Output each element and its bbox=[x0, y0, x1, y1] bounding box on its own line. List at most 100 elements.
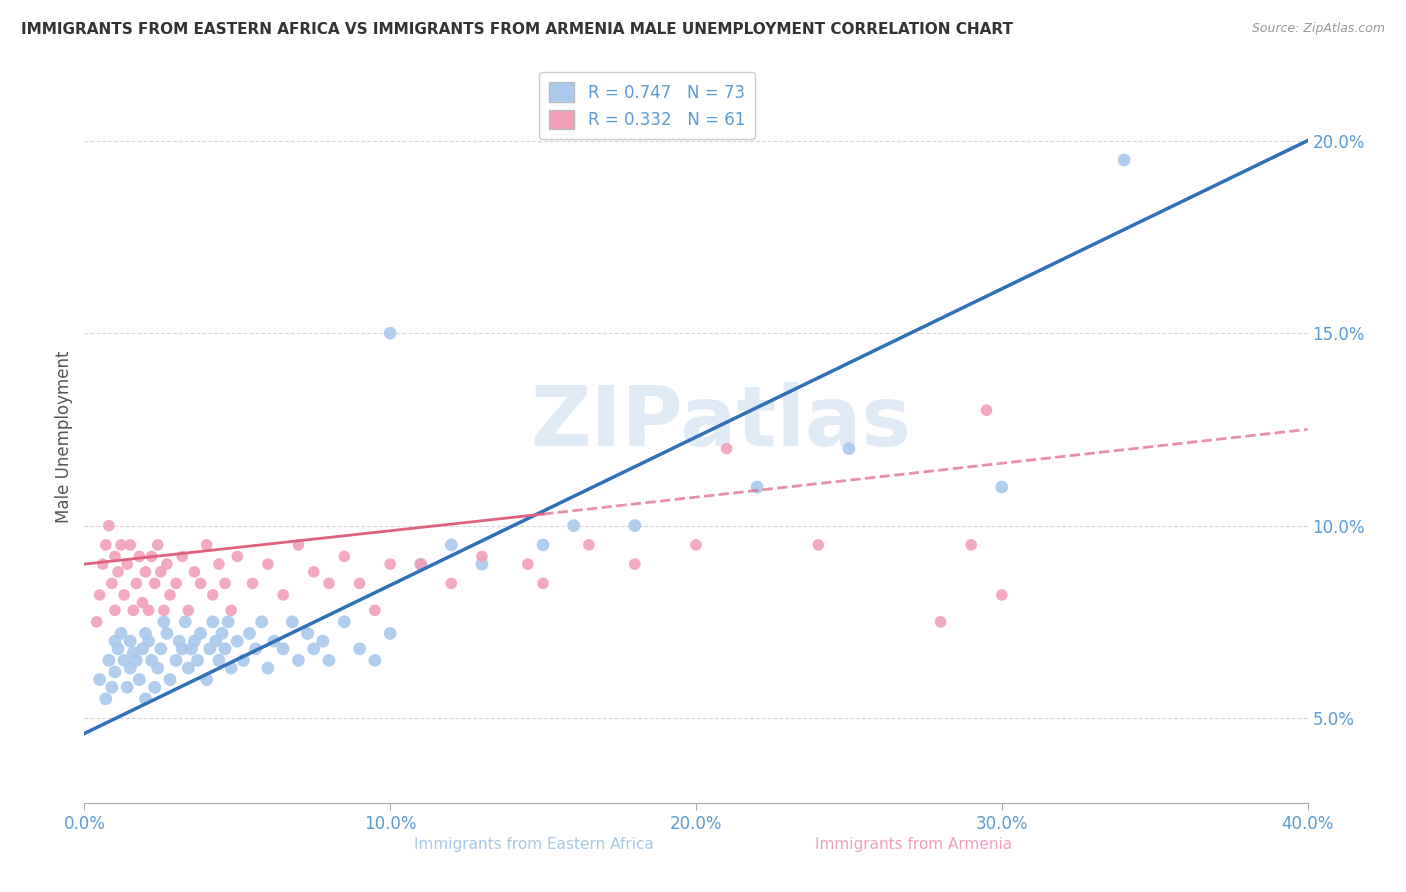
Legend: R = 0.747   N = 73, R = 0.332   N = 61: R = 0.747 N = 73, R = 0.332 N = 61 bbox=[538, 72, 755, 139]
Point bbox=[156, 626, 179, 640]
Point bbox=[153, 615, 176, 629]
Point bbox=[143, 576, 166, 591]
Point bbox=[214, 576, 236, 591]
Point bbox=[107, 641, 129, 656]
Point bbox=[174, 615, 197, 629]
Point bbox=[245, 641, 267, 656]
Point bbox=[297, 626, 319, 640]
Point bbox=[143, 681, 166, 695]
Point bbox=[141, 653, 163, 667]
Point bbox=[471, 549, 494, 564]
Point bbox=[287, 538, 309, 552]
Point bbox=[149, 565, 172, 579]
Point bbox=[516, 557, 538, 571]
Point bbox=[149, 641, 172, 656]
Text: Immigrants from Armenia: Immigrants from Armenia bbox=[815, 837, 1012, 852]
Point bbox=[186, 653, 208, 667]
Point bbox=[380, 557, 402, 571]
Point bbox=[195, 673, 218, 687]
Point bbox=[747, 480, 769, 494]
Point bbox=[271, 588, 294, 602]
Point bbox=[219, 661, 242, 675]
Point bbox=[409, 557, 432, 571]
Point bbox=[263, 634, 285, 648]
Point bbox=[716, 442, 738, 456]
Point bbox=[156, 557, 179, 571]
Point bbox=[471, 557, 494, 571]
Point bbox=[190, 626, 212, 640]
Point bbox=[125, 576, 148, 591]
Point bbox=[89, 588, 111, 602]
Point bbox=[318, 576, 340, 591]
Point bbox=[159, 588, 181, 602]
Point bbox=[104, 634, 127, 648]
Point bbox=[578, 538, 600, 552]
Point bbox=[177, 661, 200, 675]
Point bbox=[89, 673, 111, 687]
Point bbox=[131, 641, 153, 656]
Point bbox=[165, 576, 187, 591]
Point bbox=[226, 549, 249, 564]
Point bbox=[624, 557, 647, 571]
Point bbox=[110, 538, 132, 552]
Point bbox=[177, 603, 200, 617]
Point bbox=[165, 653, 187, 667]
Point bbox=[172, 549, 194, 564]
Point bbox=[172, 641, 194, 656]
Point bbox=[120, 538, 142, 552]
Point bbox=[122, 646, 145, 660]
Point bbox=[128, 673, 150, 687]
Point bbox=[257, 661, 280, 675]
Point bbox=[380, 326, 402, 340]
Point bbox=[104, 549, 127, 564]
Point bbox=[94, 538, 117, 552]
Text: ZIPatlas: ZIPatlas bbox=[530, 382, 911, 463]
Point bbox=[135, 626, 157, 640]
Point bbox=[318, 653, 340, 667]
Point bbox=[409, 557, 432, 571]
Point bbox=[838, 442, 860, 456]
Point bbox=[531, 576, 554, 591]
Point bbox=[104, 603, 127, 617]
Point bbox=[183, 634, 205, 648]
Point bbox=[440, 538, 463, 552]
Point bbox=[91, 557, 114, 571]
Point bbox=[198, 641, 221, 656]
Point bbox=[991, 480, 1014, 494]
Point bbox=[991, 588, 1014, 602]
Point bbox=[624, 518, 647, 533]
Point bbox=[349, 576, 371, 591]
Point bbox=[226, 634, 249, 648]
Y-axis label: Male Unemployment: Male Unemployment bbox=[55, 351, 73, 524]
Point bbox=[128, 549, 150, 564]
Point bbox=[201, 615, 224, 629]
Point bbox=[135, 691, 157, 706]
Point bbox=[115, 681, 138, 695]
Point bbox=[208, 557, 231, 571]
Point bbox=[131, 596, 153, 610]
Point bbox=[146, 661, 169, 675]
Point bbox=[112, 653, 135, 667]
Point bbox=[380, 626, 402, 640]
Point bbox=[120, 634, 142, 648]
Point bbox=[333, 549, 356, 564]
Point bbox=[97, 518, 120, 533]
Point bbox=[238, 626, 260, 640]
Point bbox=[190, 576, 212, 591]
Point bbox=[364, 653, 387, 667]
Point bbox=[122, 603, 145, 617]
Point bbox=[86, 615, 108, 629]
Point bbox=[440, 576, 463, 591]
Point bbox=[312, 634, 335, 648]
Point bbox=[211, 626, 233, 640]
Point bbox=[112, 588, 135, 602]
Point bbox=[217, 615, 239, 629]
Point bbox=[214, 641, 236, 656]
Point bbox=[929, 615, 952, 629]
Point bbox=[159, 673, 181, 687]
Point bbox=[250, 615, 273, 629]
Point bbox=[107, 565, 129, 579]
Point bbox=[201, 588, 224, 602]
Point bbox=[101, 576, 124, 591]
Point bbox=[287, 653, 309, 667]
